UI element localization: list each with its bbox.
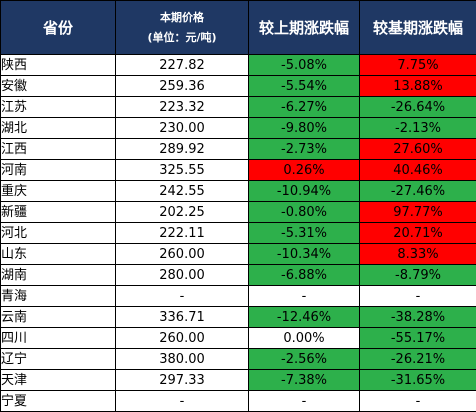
- yoy-change-cell: -31.65%: [360, 370, 476, 391]
- mom-change-cell: -10.94%: [249, 181, 360, 202]
- province-cell: 安徽: [1, 76, 116, 97]
- price-cell: 289.92: [116, 139, 249, 160]
- price-cell: 260.00: [116, 328, 249, 349]
- province-cell: 新疆: [1, 202, 116, 223]
- yoy-change-cell: -26.64%: [360, 97, 476, 118]
- mom-change-cell: -9.80%: [249, 118, 360, 139]
- province-cell: 重庆: [1, 181, 116, 202]
- price-cell: 222.11: [116, 223, 249, 244]
- province-cell: 辽宁: [1, 349, 116, 370]
- yoy-change-cell: -: [360, 391, 476, 412]
- mom-change-cell: -6.27%: [249, 97, 360, 118]
- yoy-change-cell: 20.71%: [360, 223, 476, 244]
- table-row: 宁夏---: [1, 391, 476, 412]
- mom-change-cell: -0.80%: [249, 202, 360, 223]
- yoy-change-cell: -55.17%: [360, 328, 476, 349]
- header-price-line2: (单位：元/吨): [116, 28, 248, 48]
- yoy-change-cell: 97.77%: [360, 202, 476, 223]
- mom-change-cell: -5.54%: [249, 76, 360, 97]
- mom-change-cell: -2.73%: [249, 139, 360, 160]
- yoy-change-cell: -26.21%: [360, 349, 476, 370]
- header-yoy-change: 较基期涨跌幅: [360, 1, 476, 55]
- yoy-change-cell: -2.13%: [360, 118, 476, 139]
- header-province: 省份: [1, 1, 116, 55]
- province-cell: 天津: [1, 370, 116, 391]
- price-cell: -: [116, 286, 249, 307]
- mom-change-cell: -5.31%: [249, 223, 360, 244]
- province-cell: 青海: [1, 286, 116, 307]
- province-cell: 宁夏: [1, 391, 116, 412]
- header-price-line1: 本期价格: [116, 8, 248, 28]
- yoy-change-cell: -: [360, 286, 476, 307]
- yoy-change-cell: -8.79%: [360, 265, 476, 286]
- price-cell: 260.00: [116, 244, 249, 265]
- mom-change-cell: -: [249, 391, 360, 412]
- header-row: 省份 本期价格 (单位：元/吨) 较上期涨跌幅 较基期涨跌幅: [1, 1, 476, 55]
- yoy-change-cell: 13.88%: [360, 76, 476, 97]
- yoy-change-cell: 7.75%: [360, 55, 476, 76]
- header-price: 本期价格 (单位：元/吨): [116, 1, 249, 55]
- price-cell: 336.71: [116, 307, 249, 328]
- price-cell: 380.00: [116, 349, 249, 370]
- mom-change-cell: -5.08%: [249, 55, 360, 76]
- mom-change-cell: -12.46%: [249, 307, 360, 328]
- price-cell: 230.00: [116, 118, 249, 139]
- price-cell: 202.25: [116, 202, 249, 223]
- province-cell: 陕西: [1, 55, 116, 76]
- price-cell: 227.82: [116, 55, 249, 76]
- yoy-change-cell: 8.33%: [360, 244, 476, 265]
- province-cell: 河北: [1, 223, 116, 244]
- price-cell: -: [116, 391, 249, 412]
- mom-change-cell: 0.00%: [249, 328, 360, 349]
- price-cell: 259.36: [116, 76, 249, 97]
- price-cell: 297.33: [116, 370, 249, 391]
- mom-change-cell: -6.88%: [249, 265, 360, 286]
- yoy-change-cell: -27.46%: [360, 181, 476, 202]
- province-cell: 山东: [1, 244, 116, 265]
- mom-change-cell: -2.56%: [249, 349, 360, 370]
- province-cell: 四川: [1, 328, 116, 349]
- mom-change-cell: -: [249, 286, 360, 307]
- price-cell: 223.32: [116, 97, 249, 118]
- province-cell: 河南: [1, 160, 116, 181]
- province-cell: 湖北: [1, 118, 116, 139]
- province-cell: 江苏: [1, 97, 116, 118]
- yoy-change-cell: -38.28%: [360, 307, 476, 328]
- yoy-change-cell: 27.60%: [360, 139, 476, 160]
- province-cell: 江西: [1, 139, 116, 160]
- province-cell: 云南: [1, 307, 116, 328]
- header-mom-change: 较上期涨跌幅: [249, 1, 360, 55]
- yoy-change-cell: 40.46%: [360, 160, 476, 181]
- mom-change-cell: 0.26%: [249, 160, 360, 181]
- mom-change-cell: -10.34%: [249, 244, 360, 265]
- price-cell: 325.55: [116, 160, 249, 181]
- table-row: 青海---: [1, 286, 476, 307]
- province-cell: 湖南: [1, 265, 116, 286]
- price-cell: 242.55: [116, 181, 249, 202]
- price-cell: 280.00: [116, 265, 249, 286]
- mom-change-cell: -7.38%: [249, 370, 360, 391]
